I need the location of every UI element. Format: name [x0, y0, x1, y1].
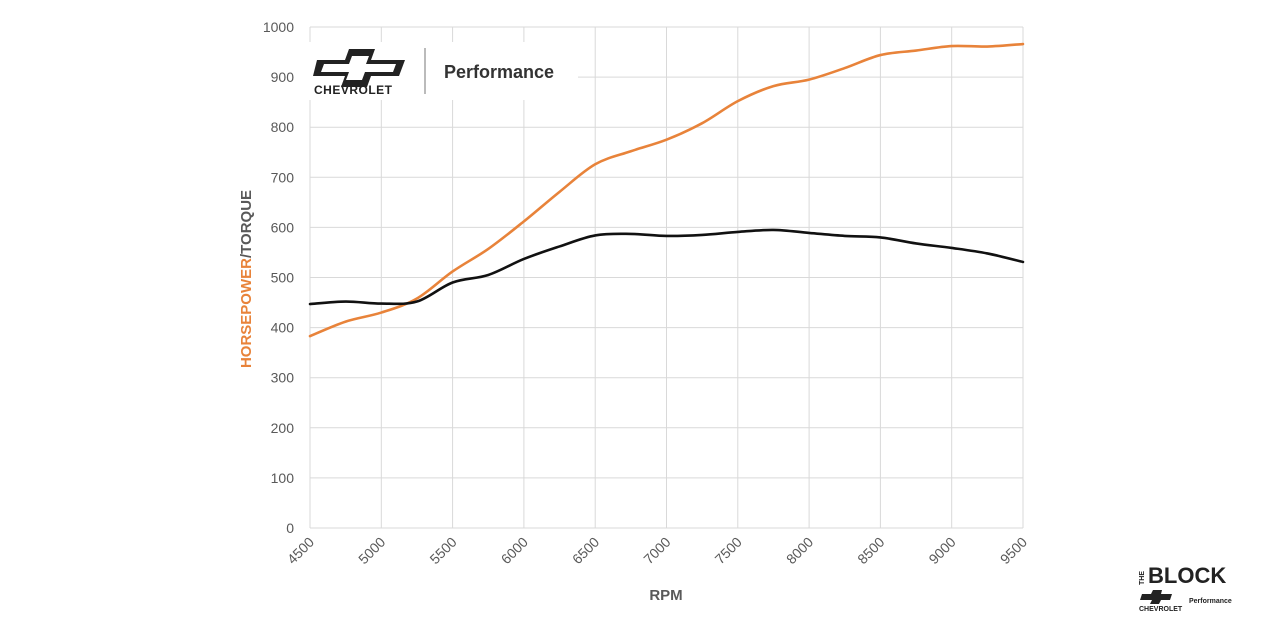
- y-tick-label: 300: [271, 370, 295, 386]
- x-tick-label: 6500: [569, 534, 602, 567]
- brand-logo: CHEVROLET Performance: [308, 42, 578, 100]
- the-block-logo: THE BLOCK CHEVROLET Performance: [1139, 563, 1232, 613]
- corner-chevrolet-wordmark: CHEVROLET: [1139, 606, 1183, 613]
- x-tick-label: 9500: [997, 534, 1030, 567]
- corner-performance-label: Performance: [1189, 598, 1232, 605]
- y-tick-label: 1000: [263, 19, 294, 35]
- chevrolet-wordmark: CHEVROLET: [314, 83, 393, 97]
- y-axis-ticks: 0 100 200 300 400 500 600 700 800 900 1000: [263, 19, 294, 536]
- y-tick-label: 100: [271, 470, 295, 486]
- corner-chevrolet-bowtie-icon: [1140, 590, 1172, 604]
- x-tick-label: 6000: [498, 534, 531, 567]
- x-tick-label: 5000: [355, 534, 388, 567]
- y-tick-label: 500: [271, 270, 295, 286]
- y-tick-label: 400: [271, 320, 295, 336]
- y-tick-label: 700: [271, 169, 295, 185]
- x-tick-label: 5500: [426, 534, 459, 567]
- y-tick-label: 200: [271, 420, 295, 436]
- chart-series: [308, 42, 1025, 338]
- the-block-logo-block: BLOCK: [1148, 563, 1226, 588]
- y-axis-title: HORSEPOWER/TORQUE: [238, 190, 255, 368]
- performance-label: Performance: [444, 62, 554, 82]
- torque-line: [308, 228, 1025, 306]
- x-tick-label: 4500: [284, 534, 317, 567]
- x-axis-title: RPM: [649, 587, 682, 604]
- y-tick-label: 0: [286, 520, 294, 536]
- x-tick-label: 8000: [783, 534, 816, 567]
- x-tick-label: 8500: [854, 534, 887, 567]
- horsepower-line: [308, 42, 1025, 338]
- x-tick-label: 9000: [925, 534, 958, 567]
- x-tick-label: 7500: [712, 534, 745, 567]
- x-axis-ticks: 4500 5000 5500 6000 6500 7000 7500 8000 8500 9000…: [284, 534, 1030, 567]
- x-tick-label: 7000: [640, 534, 673, 567]
- y-axis-title-torque: /TORQUE: [238, 190, 255, 258]
- y-tick-label: 900: [271, 69, 295, 85]
- y-tick-label: 800: [271, 119, 295, 135]
- chart-grid: [309, 26, 1024, 529]
- y-axis-title-horsepower: HORSEPOWER: [238, 258, 255, 368]
- the-block-logo-the: THE: [1139, 571, 1146, 585]
- y-tick-label: 600: [271, 219, 295, 235]
